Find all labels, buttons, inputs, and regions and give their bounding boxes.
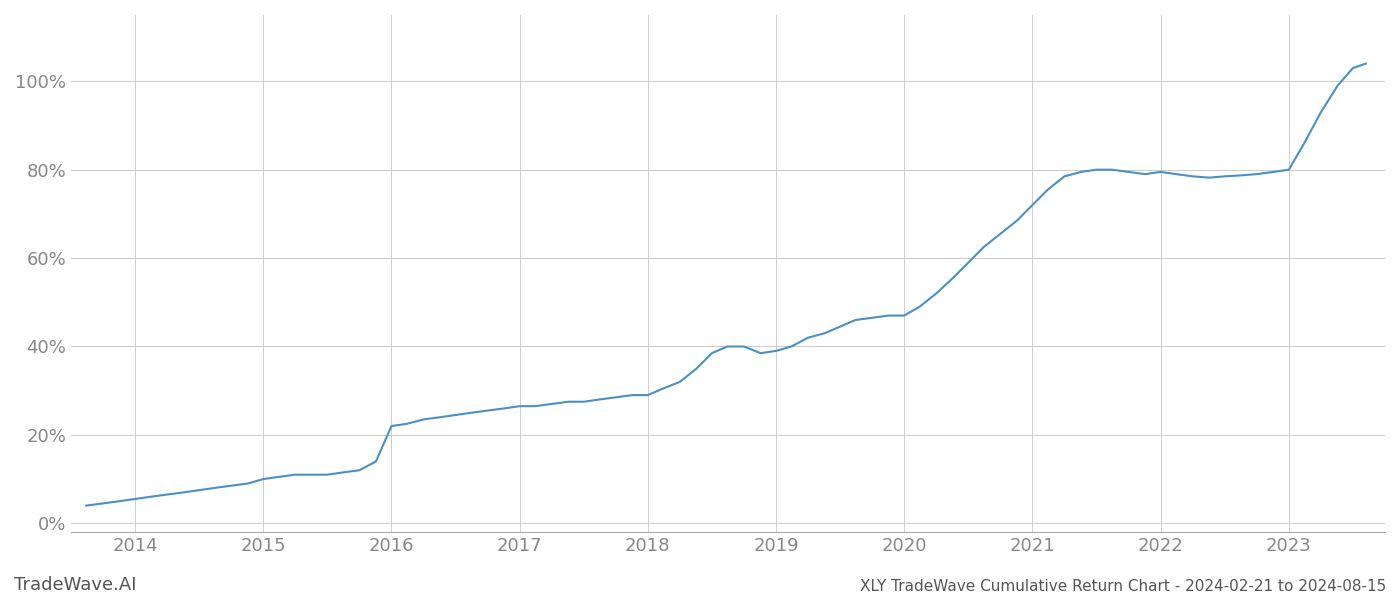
Text: XLY TradeWave Cumulative Return Chart - 2024-02-21 to 2024-08-15: XLY TradeWave Cumulative Return Chart - … (860, 579, 1386, 594)
Text: TradeWave.AI: TradeWave.AI (14, 576, 137, 594)
